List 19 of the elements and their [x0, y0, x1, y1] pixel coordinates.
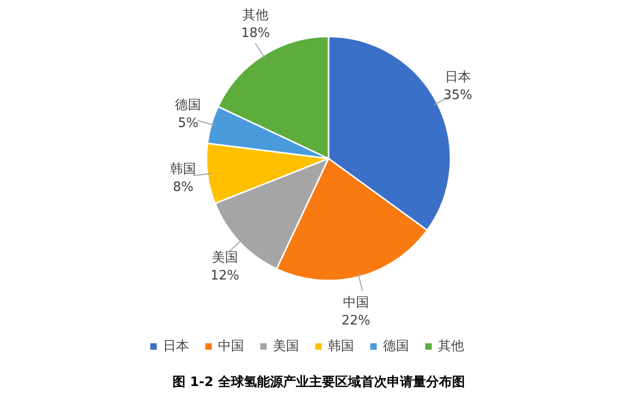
slice-label: 其他 — [242, 8, 269, 24]
data-label: 18% — [241, 26, 270, 42]
slice-label: 韩国 — [170, 162, 196, 177]
text: 图 1-2 全球氢能源产业主要区域首次申请量分布图 — [172, 374, 466, 390]
legend-label: 德国 — [383, 338, 409, 355]
slice-label: 日本 — [444, 70, 471, 85]
legend-label: 韩国 — [328, 338, 354, 355]
data-label: 35% — [443, 88, 472, 103]
data-label: 22% — [341, 314, 370, 329]
legend-label: 中国 — [218, 338, 244, 355]
slice-label: 美国 — [212, 250, 238, 266]
data-label: 5% — [178, 116, 199, 131]
legend-label: 其他 — [438, 338, 464, 355]
legend-label: 日本 — [163, 338, 189, 355]
data-label: 12% — [210, 268, 240, 284]
legend-label: 美国 — [273, 338, 299, 355]
slice-label: 中国 — [342, 296, 369, 311]
slice-label: 德国 — [175, 98, 202, 113]
data-label: 8% — [172, 180, 194, 195]
